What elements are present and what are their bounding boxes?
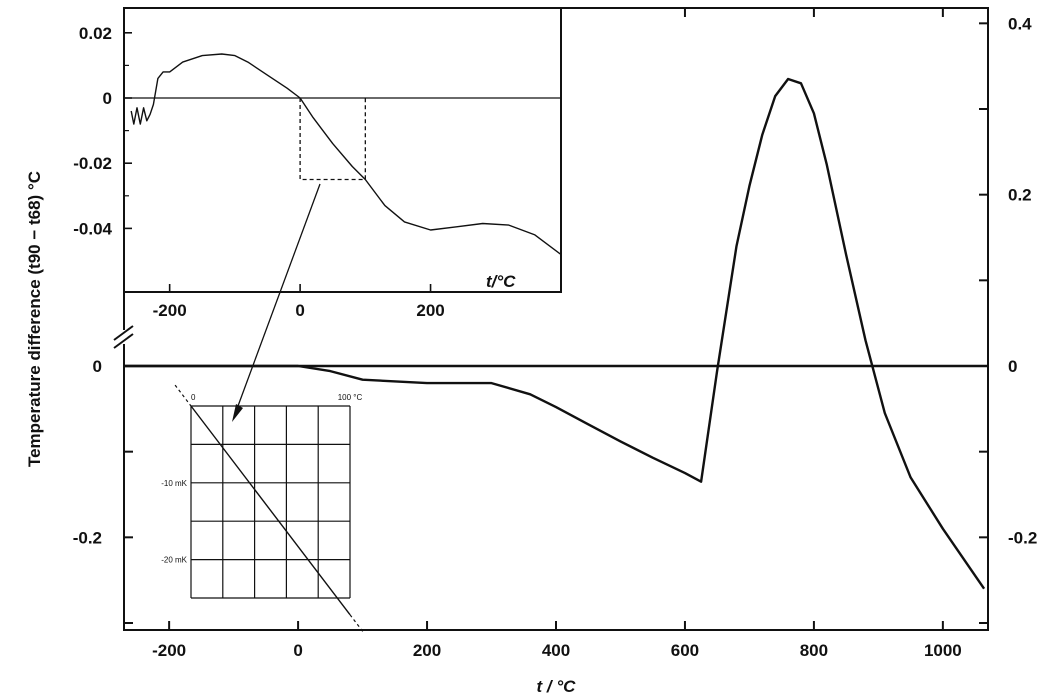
x-axis-title: t / °C: [537, 677, 577, 696]
grid-inset-label: -20 mK: [161, 556, 187, 565]
inset-plot-frame: [123, 7, 562, 293]
inset-series-line: [130, 53, 562, 256]
inset-plot-background: [124, 8, 561, 292]
x-tick-label: 1000: [924, 641, 962, 660]
grid-inset-label: 100 °C: [338, 393, 363, 402]
inset-x-tick-label: 200: [416, 301, 444, 320]
inset-y-tick-label: -0.02: [73, 154, 112, 173]
y-right-tick-label: -0.2: [1008, 528, 1037, 547]
grid-inset-series-line: [190, 405, 351, 616]
y-right-tick-label: 0.2: [1008, 186, 1032, 205]
x-tick-label: 200: [413, 641, 441, 660]
y-axis-title: Temperature difference (t90 − t68) °C: [25, 171, 44, 467]
inset-y-tick-label: 0: [103, 89, 112, 108]
y-right-tick-label: 0: [1008, 357, 1017, 376]
inset-x-tick-label: -200: [153, 301, 187, 320]
inset-y-tick-label: 0.02: [79, 24, 112, 43]
x-tick-label: 800: [800, 641, 828, 660]
axis-break-mark: [113, 325, 134, 349]
grid-inset-extension-start: [174, 384, 192, 407]
inset-x-tick-label: 0: [295, 301, 304, 320]
zoom-connector-arrow: [232, 183, 321, 422]
main-tick-labels: -200 0 200 400 600 800 1000 0 -0.2 0.4 0.2 0 -0.2: [73, 14, 1038, 660]
main-series-line: [124, 77, 986, 590]
inset-axis-ticks: [124, 31, 432, 292]
svg-text:Temperature difference (t90 −: Temperature difference (t90 − t68) °C: [25, 171, 44, 467]
grid-inset-plot: 0 100 °C -10 mK -20 mK: [161, 384, 364, 632]
y-left-tick-label: 0: [93, 357, 102, 376]
inset-y-tick-label: -0.04: [73, 219, 112, 238]
inset-x-axis-title: t/°C: [486, 272, 516, 291]
x-tick-label: -200: [152, 641, 186, 660]
zoom-region-box: [299, 98, 366, 181]
grid-inset-background: [191, 406, 350, 598]
x-tick-label: 0: [293, 641, 302, 660]
x-tick-label: 600: [671, 641, 699, 660]
y-left-tick-label: -0.2: [73, 528, 102, 547]
inset-tick-labels: -200 0 200 0.02 0 -0.02 -0.04: [73, 24, 444, 320]
y-right-tick-label: 0.4: [1008, 14, 1032, 33]
grid-inset-extension-end: [349, 614, 364, 632]
x-tick-label: 400: [542, 641, 570, 660]
grid-inset-label: 0: [191, 393, 196, 402]
grid-inset-label: -10 mK: [161, 479, 187, 488]
